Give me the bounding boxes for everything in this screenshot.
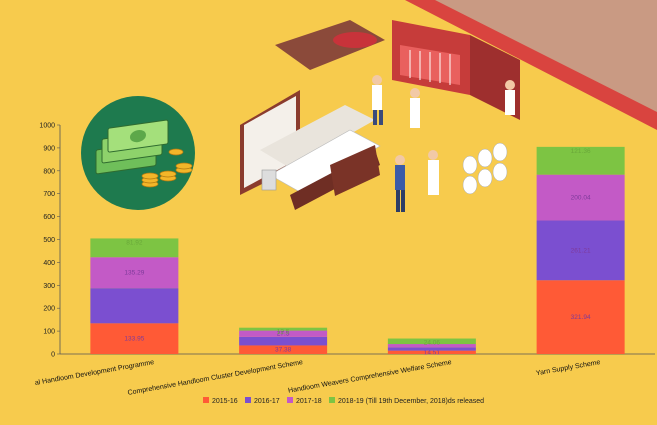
data-label: 24.06 <box>424 340 441 347</box>
data-label: 133.95 <box>124 336 144 343</box>
legend-swatch <box>287 397 293 403</box>
data-label: 135.29 <box>124 270 144 277</box>
x-tick-label: Yarn Supply Scheme <box>535 359 601 377</box>
bar-segment <box>90 257 179 289</box>
legend-label: 2016-17 <box>254 398 280 405</box>
bar-segment <box>90 238 179 258</box>
bar-segment <box>387 347 476 351</box>
legend-label: 2017-18 <box>296 398 322 405</box>
bar-segment <box>239 345 328 354</box>
bar-segment <box>536 146 625 175</box>
bar-segment <box>387 350 476 354</box>
data-label: 12.5 <box>277 329 290 336</box>
y-tick-label: 900 <box>43 145 55 152</box>
bar-segment <box>387 344 476 348</box>
bar-segment <box>536 280 625 354</box>
y-tick-label: 0 <box>51 352 55 359</box>
bar-segment <box>536 220 625 281</box>
y-tick-label: 700 <box>43 191 55 198</box>
bar-segment <box>536 174 625 221</box>
bar-segment <box>90 323 179 354</box>
y-tick-label: 600 <box>43 214 55 221</box>
data-label: 261.21 <box>571 247 591 254</box>
textile-factory-illustration <box>240 20 520 212</box>
data-label: 81.92 <box>126 239 143 246</box>
legend-label: 2015-16 <box>212 398 238 405</box>
bar-segment <box>387 338 476 345</box>
y-tick-label: 500 <box>43 237 55 244</box>
bar-segment <box>239 336 328 346</box>
y-tick-label: 1000 <box>39 123 55 130</box>
data-label: 121.36 <box>571 148 591 155</box>
y-tick-label: 800 <box>43 168 55 175</box>
bar-segment <box>239 330 328 337</box>
y-tick-label: 100 <box>43 329 55 336</box>
money-stack-icon <box>81 96 195 210</box>
y-tick-label: 300 <box>43 283 55 290</box>
bar-segment <box>239 327 328 331</box>
legend-label: 2018-19 (Till 19th December, 2018)ds rel… <box>338 398 484 405</box>
data-label: 14.51 <box>424 349 441 356</box>
data-label: 200.04 <box>571 195 591 202</box>
corner-decoration <box>405 0 657 130</box>
data-label: 37.38 <box>275 347 292 354</box>
y-tick-label: 200 <box>43 306 55 313</box>
data-label: 321.94 <box>571 314 591 321</box>
legend-swatch <box>329 397 335 403</box>
data-label: 27.5 <box>277 331 290 338</box>
legend-swatch <box>203 397 209 403</box>
bar-segment <box>90 288 179 324</box>
legend-swatch <box>245 397 251 403</box>
x-tick-label: Handloom Weavers Comprehensive Welfare S… <box>288 359 453 395</box>
y-tick-label: 400 <box>43 260 55 267</box>
x-tick-label: al Handloom Development Programme <box>34 359 154 387</box>
